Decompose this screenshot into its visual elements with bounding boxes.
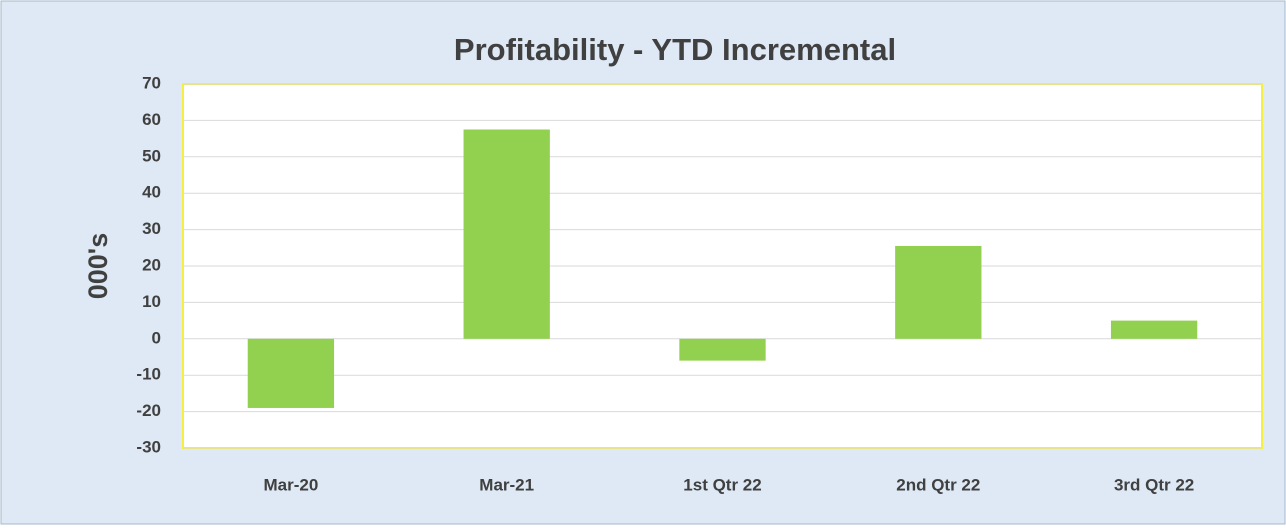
y-tick-label: 10 [142,292,161,311]
bar [679,338,766,361]
bar [895,245,982,339]
y-tick-label: 20 [142,255,161,274]
x-tick-label: Mar-20 [263,475,318,494]
x-tick-label: 1st Qtr 22 [683,475,761,494]
y-tick-label: 70 [142,73,161,92]
chart-title: Profitability - YTD Incremental [454,32,896,67]
y-tick-label: 40 [142,183,161,202]
bar [247,338,335,408]
y-tick-label: 50 [142,146,161,165]
x-tick-label: Mar-21 [479,475,534,494]
x-tick-label: 3rd Qtr 22 [1114,475,1194,494]
y-tick-label: -10 [136,365,161,384]
y-tick-label: 60 [142,110,161,129]
y-tick-label: 0 [152,328,161,347]
x-tick-label: 2nd Qtr 22 [896,475,980,494]
y-axis-label: 000's [83,233,113,300]
y-tick-label: -30 [136,437,161,456]
y-tick-label: -20 [136,401,161,420]
y-tick-label: 30 [142,219,161,238]
bar [463,129,550,339]
bar [1110,320,1198,339]
